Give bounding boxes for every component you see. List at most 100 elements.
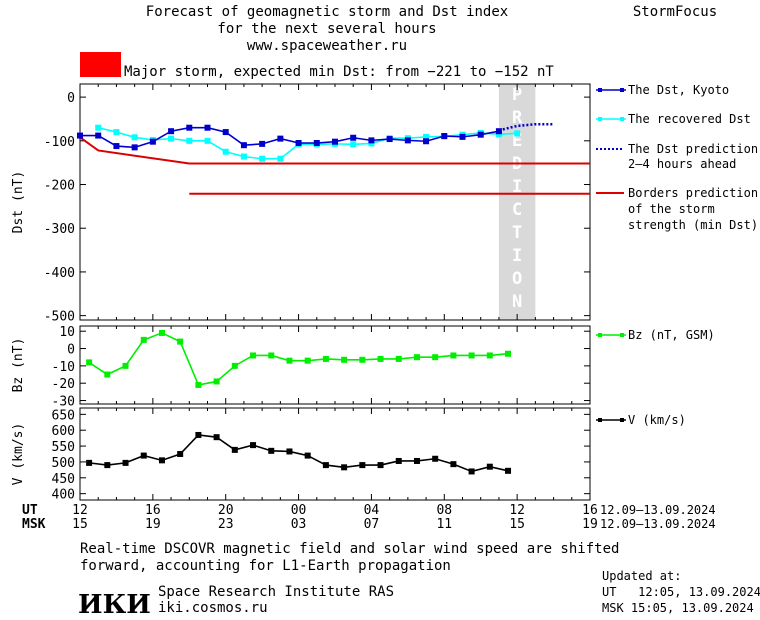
data-point: [377, 355, 384, 362]
data-point: [432, 455, 439, 462]
ut-tick-label: 16: [582, 503, 598, 518]
data-point: [332, 138, 338, 145]
data-point: [341, 464, 348, 471]
data-point: [423, 133, 430, 140]
chart-title-line2: for the next several hours: [217, 21, 436, 37]
legend-bz-marker-end: [620, 333, 624, 337]
legend-borders-line2: of the storm: [628, 202, 715, 216]
updated-label: Updated at:: [602, 569, 681, 583]
msk-tick-label: 15: [72, 517, 88, 532]
data-point: [368, 137, 375, 144]
legend-dst-marker-end: [620, 88, 624, 92]
data-point: [195, 431, 202, 438]
data-point: [413, 354, 420, 361]
data-point: [495, 131, 502, 138]
prediction-band-letter: N: [512, 292, 522, 312]
data-point: [286, 357, 293, 364]
prediction-band-letter: E: [512, 131, 522, 151]
brand-label: StormFocus: [633, 4, 717, 20]
legend-borders-line3: strength (min Dst): [628, 218, 758, 232]
v-frame: [79, 407, 591, 501]
legend-dst-marker: [598, 88, 602, 92]
y-tick-label: -30: [52, 395, 75, 410]
msk-date-range: 12.09–13.09.2024: [600, 517, 716, 531]
y-tick-label: -200: [44, 179, 75, 194]
data-point: [359, 356, 366, 363]
data-point: [277, 135, 284, 142]
bz-axis-label: Bz (nT): [11, 338, 26, 393]
data-point: [168, 135, 175, 142]
msk-tick-label: 15: [509, 517, 525, 532]
data-point: [113, 143, 120, 150]
y-tick-label: -100: [44, 135, 75, 150]
data-point: [413, 457, 420, 464]
data-point: [505, 350, 512, 357]
data-point: [295, 140, 302, 146]
legend: The Dst, Kyoto The recovered Dst The Dst…: [596, 83, 758, 427]
series-line: [80, 126, 500, 149]
prediction-band-letter: C: [512, 200, 522, 220]
data-point: [250, 352, 257, 359]
bz-frame: [79, 325, 591, 405]
data-point: [322, 355, 329, 362]
y-tick-label: 0: [67, 91, 75, 106]
data-point: [177, 338, 184, 345]
data-point: [486, 463, 493, 470]
msk-axis-label: MSK: [22, 517, 46, 532]
data-point: [286, 448, 293, 455]
data-point: [122, 362, 129, 369]
dst-axis-label: Dst (nT): [11, 171, 26, 234]
legend-prediction-line2: 2–4 hours ahead: [628, 157, 736, 171]
ut-tick-label: 20: [218, 503, 234, 518]
iki-logo: ИКИ: [78, 590, 151, 620]
data-point: [213, 434, 220, 441]
data-point: [95, 132, 102, 139]
data-point: [95, 124, 102, 131]
institute-name: Space Research Institute RAS: [158, 584, 394, 600]
data-point: [104, 371, 111, 378]
institute-site: iki.cosmos.ru: [158, 600, 268, 616]
data-point: [322, 462, 329, 469]
y-tick-label: 400: [52, 488, 75, 503]
data-point: [468, 352, 475, 359]
updated-ut: UT 12:05, 13.09.2024: [602, 585, 760, 599]
y-tick-label: 550: [52, 440, 75, 455]
v-axis-label: V (km/s): [11, 423, 26, 486]
data-point: [168, 128, 175, 135]
data-point: [259, 140, 266, 147]
data-point: [386, 136, 393, 143]
data-point: [86, 459, 93, 466]
data-point: [240, 142, 247, 149]
data-point: [250, 442, 257, 449]
data-point: [240, 153, 247, 160]
data-point: [140, 452, 147, 459]
data-point: [404, 137, 411, 144]
data-point: [395, 457, 402, 464]
border-upper-line: [79, 136, 590, 165]
data-point: [432, 354, 439, 361]
msk-tick-label: 19: [582, 517, 598, 532]
data-point: [468, 468, 475, 475]
data-point: [231, 362, 238, 369]
prediction-band-letter: R: [512, 108, 523, 128]
data-point: [377, 462, 384, 469]
ut-tick-label: 16: [145, 503, 161, 518]
legend-bz-marker: [598, 333, 602, 337]
data-point: [441, 133, 448, 140]
data-point: [505, 467, 512, 474]
y-tick-label: -500: [44, 310, 75, 325]
y-tick-label: 600: [52, 424, 75, 439]
msk-tick-label: 11: [436, 517, 452, 532]
data-point: [213, 378, 220, 385]
footer-note-line2: forward, accounting for L1-Earth propaga…: [80, 558, 451, 574]
msk-tick-label: 23: [218, 517, 234, 532]
prediction-band-letter: P: [512, 85, 522, 105]
y-tick-label: -10: [52, 360, 75, 375]
data-point: [477, 131, 484, 138]
y-tick-label: 650: [52, 408, 75, 423]
prediction-band-letter: I: [512, 246, 522, 266]
prediction-band-letter: T: [512, 223, 522, 243]
legend-prediction-line1: The Dst prediction: [628, 142, 758, 156]
ut-tick-label: 12: [72, 503, 88, 518]
